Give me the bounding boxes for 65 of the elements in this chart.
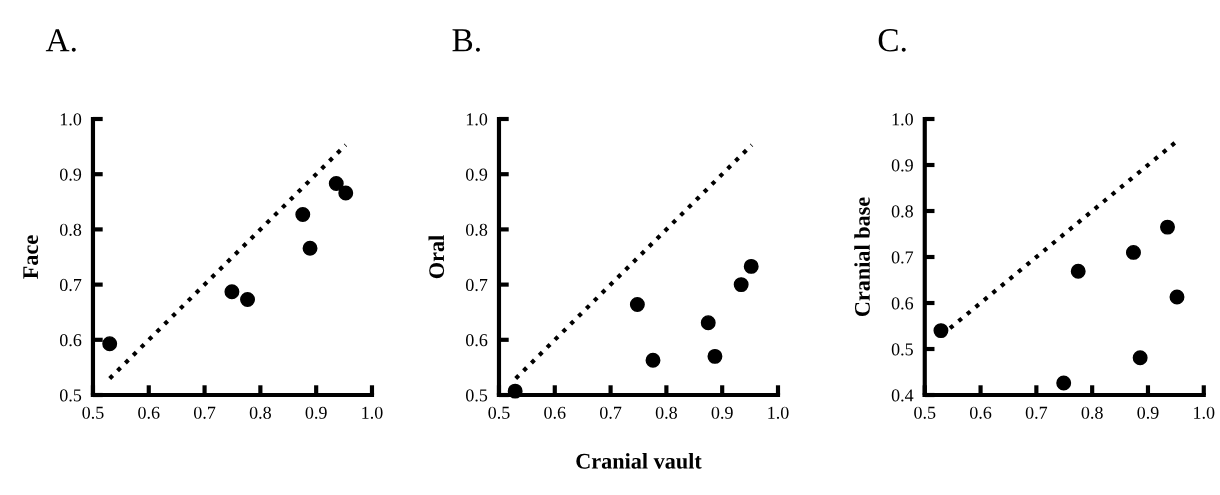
y-axis-title: Cranial base bbox=[854, 197, 870, 317]
y-tick-label: 0.9 bbox=[59, 168, 82, 181]
y-tick-label: 0.6 bbox=[59, 334, 82, 347]
x-tick-label: 0.8 bbox=[1081, 406, 1103, 419]
y-tick-label: 0.5 bbox=[465, 389, 488, 402]
chart-title: A. bbox=[45, 29, 76, 52]
x-tick-label: 0.7 bbox=[193, 406, 216, 419]
x-tick-label: 0.9 bbox=[305, 406, 327, 419]
y-tick-label: 1.0 bbox=[892, 113, 913, 126]
point bbox=[338, 185, 354, 201]
point bbox=[240, 292, 256, 307]
x-axis-title: Cranial vault bbox=[576, 453, 702, 469]
point bbox=[933, 323, 949, 339]
y-tick-label: 1.0 bbox=[60, 113, 82, 126]
y-tick-label: 0.9 bbox=[891, 159, 913, 172]
x-tick-label: 1.0 bbox=[1194, 406, 1215, 419]
point bbox=[1070, 263, 1086, 279]
x-tick-label: 0.7 bbox=[1025, 406, 1048, 419]
point bbox=[629, 297, 645, 312]
point bbox=[295, 207, 311, 222]
point bbox=[102, 336, 118, 352]
x-tick-label: 0.9 bbox=[1137, 406, 1159, 419]
x-tick-label: 0.6 bbox=[969, 406, 992, 419]
point bbox=[1169, 289, 1185, 305]
y-tick-label: 0.4 bbox=[891, 389, 914, 402]
y-tick-label: 0.7 bbox=[891, 251, 914, 264]
point bbox=[507, 383, 523, 399]
y-tick-label: 0.8 bbox=[59, 223, 82, 236]
x-tick-label: 1.0 bbox=[768, 406, 789, 419]
y-axis-title: Oral bbox=[428, 235, 445, 279]
point bbox=[302, 240, 318, 256]
y-tick-label: 0.7 bbox=[59, 278, 82, 292]
y-tick-label: 0.7 bbox=[465, 278, 488, 292]
x-tick-label: 0.8 bbox=[655, 406, 677, 419]
chart-title: C. bbox=[878, 29, 906, 52]
x-tick-label: 0.7 bbox=[599, 406, 622, 419]
y-tick-label: 0.8 bbox=[465, 223, 488, 236]
point bbox=[743, 258, 759, 274]
x-tick-label: 0.6 bbox=[138, 406, 160, 419]
chart-title: B. bbox=[452, 29, 480, 52]
point bbox=[707, 348, 723, 364]
point bbox=[1125, 244, 1141, 260]
y-axis-title: Face bbox=[23, 235, 39, 279]
point bbox=[645, 352, 661, 368]
point bbox=[1056, 375, 1072, 391]
y-tick-label: 0.5 bbox=[891, 343, 913, 356]
y-tick-label: 0.6 bbox=[465, 334, 488, 347]
point bbox=[328, 176, 344, 192]
point bbox=[733, 277, 749, 293]
x-tick-label: 0.8 bbox=[249, 406, 271, 419]
y-tick-label: 1.0 bbox=[466, 113, 488, 126]
x-tick-label: 1.0 bbox=[362, 406, 383, 419]
y-tick-label: 0.9 bbox=[465, 168, 488, 181]
x-tick-label: 0.5 bbox=[488, 406, 510, 419]
x-tick-label: 0.9 bbox=[711, 406, 733, 419]
point bbox=[1160, 219, 1175, 235]
x-tick-label: 0.5 bbox=[914, 406, 936, 419]
x-tick-label: 0.6 bbox=[544, 406, 566, 419]
y-tick-label: 0.5 bbox=[59, 389, 82, 402]
point bbox=[1132, 350, 1148, 366]
point bbox=[224, 284, 240, 300]
point bbox=[700, 315, 716, 331]
y-tick-label: 0.8 bbox=[891, 205, 913, 218]
x-tick-label: 0.5 bbox=[82, 406, 104, 419]
y-tick-label: 0.6 bbox=[891, 297, 914, 310]
